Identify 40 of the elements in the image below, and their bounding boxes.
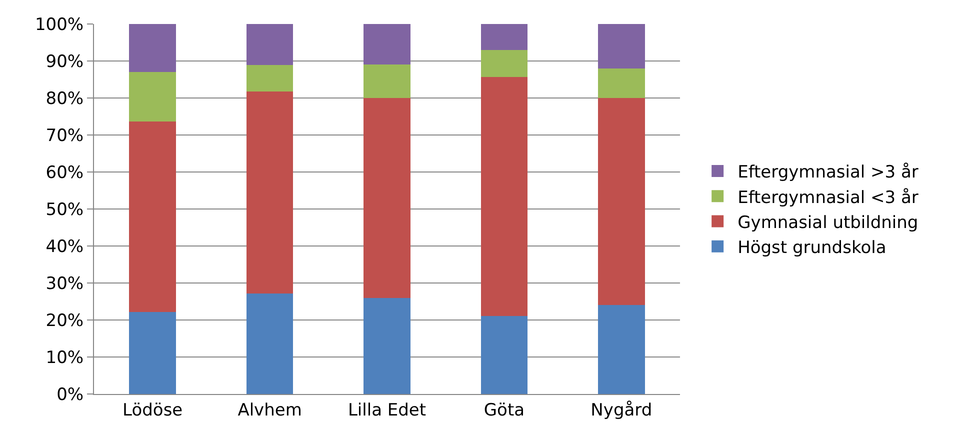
bar bbox=[364, 64, 410, 98]
y-tick-label: 0% bbox=[56, 384, 84, 405]
y-tick-label: 10% bbox=[46, 348, 84, 368]
x-tick-label: Nygård bbox=[590, 400, 652, 420]
legend-label: Eftergymnasial >3 år bbox=[738, 162, 918, 183]
y-tick-label: 40% bbox=[46, 236, 84, 257]
bar bbox=[480, 316, 528, 394]
y-tick-label: 60% bbox=[46, 162, 84, 183]
bar bbox=[246, 24, 294, 66]
bar bbox=[364, 298, 410, 394]
bar bbox=[129, 24, 176, 72]
bar bbox=[480, 24, 528, 50]
bar bbox=[246, 65, 294, 92]
y-tick-label: 90% bbox=[46, 52, 84, 72]
bar bbox=[246, 92, 294, 294]
x-tick-label: Göta bbox=[484, 400, 525, 420]
legend-label: Eftergymnasial <3 år bbox=[738, 188, 918, 208]
bar bbox=[129, 72, 176, 122]
bar bbox=[129, 312, 176, 394]
bar bbox=[364, 24, 410, 65]
bar bbox=[246, 293, 294, 394]
bar bbox=[480, 50, 528, 77]
legend-label: Gymnasial utbildning bbox=[738, 212, 918, 233]
y-tick-label: 70% bbox=[46, 126, 84, 146]
y-tick-label: 100% bbox=[34, 14, 84, 35]
y-tick-label: 20% bbox=[46, 310, 84, 331]
bar bbox=[129, 122, 176, 312]
x-tick-label: Lilla Edet bbox=[348, 400, 426, 420]
bar bbox=[598, 68, 645, 98]
bar bbox=[598, 305, 645, 394]
y-tick-label: 50% bbox=[46, 200, 84, 220]
y-tick-label: 80% bbox=[46, 88, 84, 109]
bar bbox=[598, 98, 645, 306]
bar bbox=[480, 76, 528, 316]
y-tick-label: 30% bbox=[46, 274, 84, 294]
bar bbox=[598, 24, 645, 68]
x-tick-label: Alvhem bbox=[238, 400, 302, 420]
legend-label: Högst grundskola bbox=[738, 238, 886, 258]
x-tick-label: Lödöse bbox=[122, 400, 183, 420]
bar bbox=[364, 98, 410, 298]
